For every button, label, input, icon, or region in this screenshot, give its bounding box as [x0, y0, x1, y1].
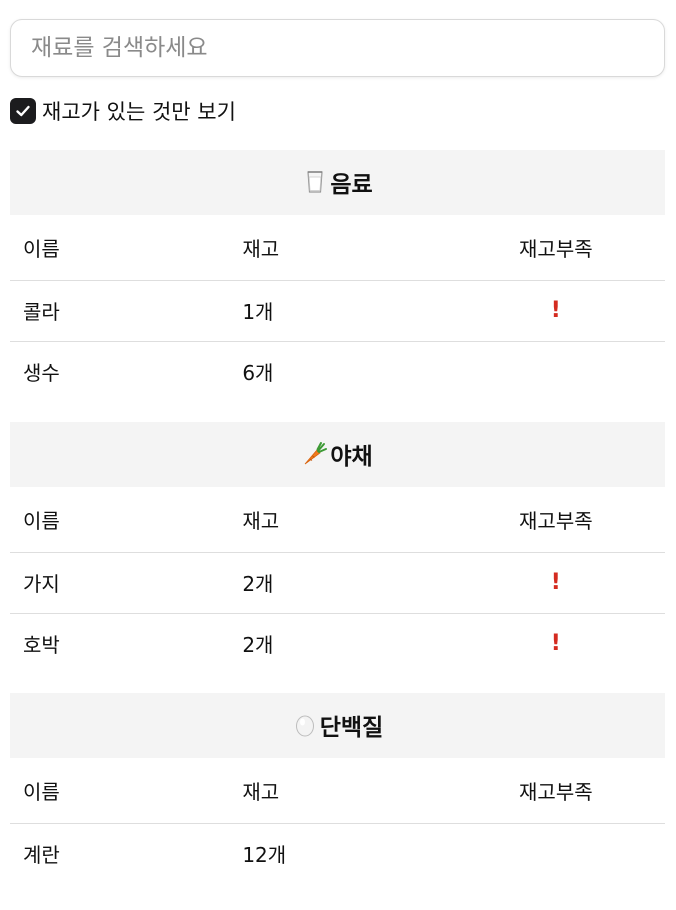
- column-header-low-stock: 재고부족: [446, 758, 665, 824]
- category-header: 단백질: [10, 693, 665, 758]
- category-table-vegetables: 야채 이름 재고 재고부족 가지 2개 ! 호박 2개 !: [10, 422, 665, 674]
- item-stock: 2개: [242, 633, 274, 658]
- low-stock-alert-icon: !: [446, 552, 665, 614]
- category-header-row: 단백질: [10, 693, 665, 758]
- category-header-row: 음료: [10, 150, 665, 215]
- item-name: 가지: [10, 552, 229, 614]
- egg-icon: [295, 715, 314, 736]
- column-header-row: 이름 재고 재고부족: [10, 487, 665, 553]
- in-stock-filter-label: 재고가 있는 것만 보기: [42, 100, 236, 124]
- category-header: 야채: [10, 422, 665, 487]
- item-name: 콜라: [10, 280, 229, 342]
- carrot-icon: [305, 441, 328, 464]
- category-header: 음료: [10, 150, 665, 215]
- low-stock-cell: [447, 823, 665, 884]
- low-stock-alert-icon: !: [550, 631, 561, 657]
- column-header-low-stock: 재고부족: [446, 215, 665, 281]
- table-row: 계란 12개: [10, 823, 665, 884]
- in-stock-filter[interactable]: 재고가 있는 것만 보기: [10, 96, 236, 126]
- column-header-name: 이름: [10, 487, 229, 553]
- search-box: [10, 19, 665, 77]
- column-header-row: 이름 재고 재고부족: [10, 758, 665, 824]
- table-row: 콜라 1개 !: [10, 280, 665, 342]
- table-row: 생수 6개: [10, 341, 665, 402]
- milk-glass-icon: [307, 170, 323, 193]
- item-stock: 12개: [242, 843, 287, 868]
- column-header-stock: 재고: [228, 487, 447, 553]
- column-header-stock: 재고: [228, 215, 447, 281]
- category-header-row: 야채: [10, 422, 665, 487]
- column-header-name: 이름: [10, 215, 229, 281]
- category-table-drinks: 음료 이름 재고 재고부족 콜라 1개 ! 생수 6개: [10, 150, 665, 402]
- table-row: 가지 2개 !: [10, 552, 665, 614]
- column-header-low-stock: 재고부족: [446, 487, 665, 553]
- category-title: 음료: [330, 171, 373, 198]
- column-header-name: 이름: [10, 758, 229, 824]
- search-input[interactable]: [11, 20, 664, 76]
- item-name: 호박: [23, 633, 60, 658]
- column-header-stock: 재고: [228, 758, 447, 824]
- category-table-protein: 단백질 이름 재고 재고부족 계란 12개: [10, 693, 665, 884]
- low-stock-alert-icon: !: [446, 280, 665, 342]
- category-title: 단백질: [319, 714, 384, 741]
- item-stock: 1개: [228, 280, 447, 342]
- item-stock: 2개: [228, 552, 447, 614]
- in-stock-checkbox[interactable]: [10, 98, 36, 124]
- item-name: 계란: [23, 843, 60, 868]
- table-row: 호박 2개 !: [10, 613, 665, 674]
- item-stock: 6개: [242, 361, 274, 386]
- item-name: 생수: [23, 361, 60, 386]
- checkmark-icon: [16, 105, 30, 117]
- category-title: 야채: [330, 443, 373, 470]
- column-header-row: 이름 재고 재고부족: [10, 215, 665, 281]
- low-stock-cell: [447, 341, 665, 402]
